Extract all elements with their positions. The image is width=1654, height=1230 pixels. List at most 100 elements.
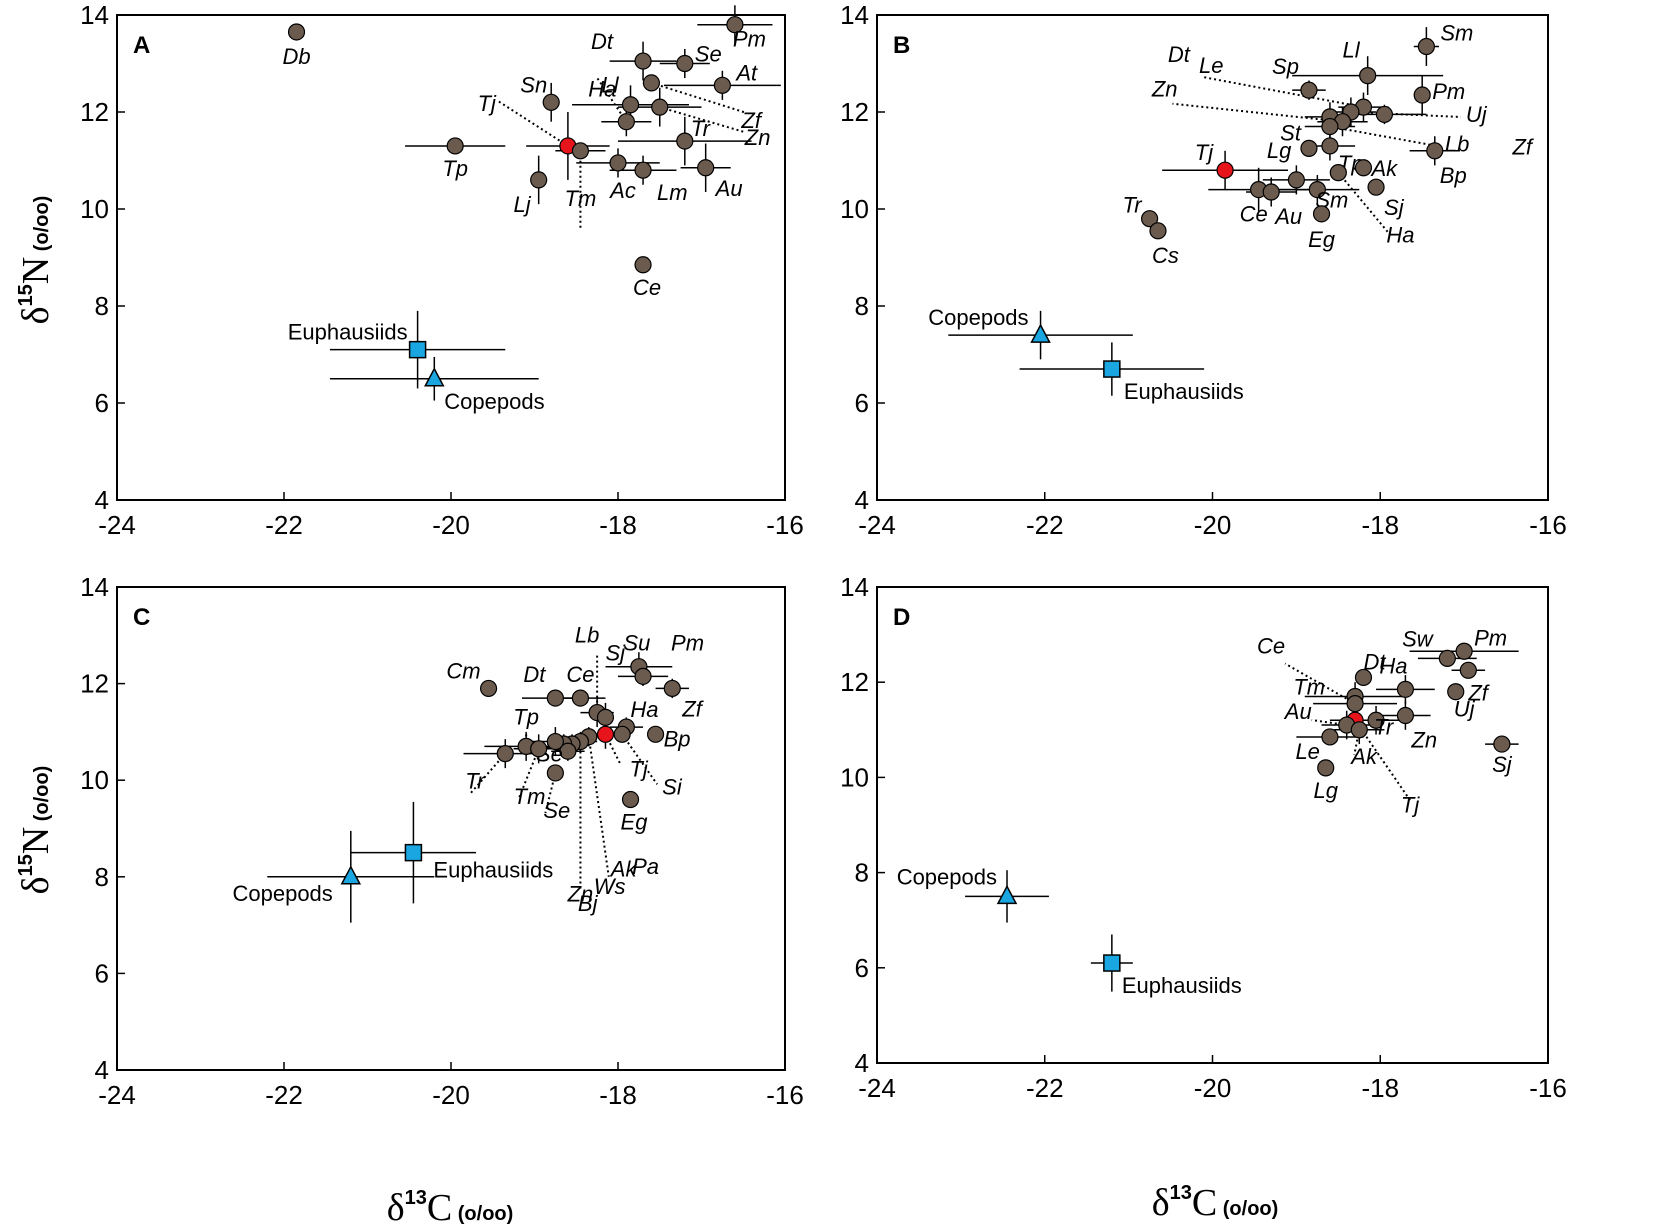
fish-marker (1426, 142, 1444, 160)
fish-marker (1350, 721, 1368, 739)
y-axis-title-top: δ15N (o/oo) (15, 196, 57, 325)
fish-marker (613, 725, 631, 743)
species-label: Au (1273, 204, 1302, 229)
y-tick-label: 6 (95, 958, 109, 988)
species-label: Tp (513, 704, 539, 729)
x-tick-label: -24 (858, 1073, 896, 1103)
fish-marker (1300, 139, 1318, 157)
leader-line (1284, 662, 1356, 705)
y-tick-label: 10 (80, 194, 109, 224)
leader-line (1353, 729, 1361, 755)
species-label: Ll (1343, 38, 1361, 63)
species-label: Zn (567, 882, 594, 907)
x-tick-label: -18 (599, 1080, 637, 1110)
species-label: Ha (1379, 653, 1407, 678)
species-label: Sw (1402, 626, 1435, 651)
fish-marker (1329, 164, 1347, 182)
fish-marker (1396, 706, 1415, 725)
y-axis-title-bottom: δ15N (o/oo) (15, 766, 57, 895)
leader-line (469, 752, 507, 795)
species-label: Sj (1492, 752, 1513, 777)
species-label: Tj (1401, 792, 1420, 817)
euphausiid-marker (404, 843, 423, 862)
fish-marker (1367, 711, 1385, 729)
species-label: Pm (1474, 625, 1507, 650)
fish-marker (1317, 759, 1335, 777)
group-label: Copepods (897, 864, 997, 889)
fish-marker (617, 113, 635, 131)
fish-marker (530, 171, 548, 189)
fish-marker (1308, 181, 1326, 199)
x-tick-label: -18 (1361, 1073, 1399, 1103)
species-label: Ha (630, 697, 658, 722)
fish-marker (1300, 81, 1318, 99)
euphausiid-marker (1103, 360, 1121, 378)
y-tick-label: 12 (80, 669, 109, 699)
fish-marker (1321, 117, 1339, 136)
fish-marker (1359, 67, 1377, 85)
y-tick-label: 8 (95, 862, 109, 892)
fish-marker (542, 93, 560, 111)
y-tick-label: 10 (840, 194, 869, 224)
species-label: Sj (605, 640, 626, 665)
x-axis-title-right: δ13C (o/oo) (1152, 1182, 1279, 1224)
species-label: Ak (1349, 744, 1378, 769)
fish-marker (713, 76, 731, 94)
copepod-marker (340, 865, 362, 885)
y-tick-label: 6 (855, 388, 869, 418)
x-axis-title-left: δ13C (o/oo) (387, 1187, 514, 1229)
group-label: Euphausiids (1124, 379, 1244, 404)
x-tick-label: -24 (98, 510, 136, 540)
fish-marker (651, 98, 669, 116)
species-label: Ha (1386, 223, 1414, 248)
species-label: St (1280, 120, 1302, 145)
species-label: Pa (632, 854, 659, 879)
y-tick-label: 12 (840, 667, 869, 697)
euphausiid-marker (1103, 954, 1121, 972)
fish-marker (1321, 137, 1339, 155)
species-label: Zn (1151, 77, 1178, 102)
species-label: Ll (601, 73, 619, 98)
y-tick-label: 14 (840, 572, 869, 602)
species-label: Le (1199, 53, 1223, 78)
species-label: Bp (1440, 163, 1467, 188)
y-tick-label: 8 (855, 858, 869, 888)
fish-marker (1375, 105, 1394, 124)
fish-marker (1417, 37, 1435, 56)
species-label: Zn (744, 125, 771, 150)
fish-marker (1438, 649, 1456, 668)
species-label: Dt (1363, 649, 1386, 674)
fish-marker (1321, 728, 1339, 746)
panel-B: -24 -22 -20 -18 -16 4 6 8 10 12 14 B Sm Ll Sp Pm Le Zf Dt U… (840, 0, 1567, 540)
panel-A: -24 -22 -20 -18 -16 4 6 8 10 12 14 A Db Pm Dt Se At Sn Ll Z… (80, 0, 804, 540)
species-label: Lj (514, 192, 532, 217)
fish-marker (1413, 86, 1431, 104)
leader-line (595, 76, 628, 123)
y-tick-label: 10 (80, 765, 109, 795)
x-tick-label: -20 (432, 1080, 470, 1110)
y-tick-label: 4 (855, 485, 869, 515)
species-label: Cm (446, 658, 480, 683)
fish-marker (1459, 661, 1477, 679)
copepod-marker (1030, 323, 1051, 343)
species-label: Se (695, 42, 722, 67)
species-label: Ha (588, 77, 616, 102)
copepod-marker (424, 367, 445, 387)
fish-marker (446, 137, 464, 155)
species-label: Tr (1374, 714, 1395, 739)
x-tick-label: -20 (1194, 510, 1232, 540)
fish-marker (621, 96, 640, 114)
species-label: Zn (1410, 728, 1437, 753)
fish-marker (1287, 171, 1305, 189)
species-label: Cs (1152, 243, 1179, 268)
species-label: Lm (657, 180, 688, 205)
fish-marker (646, 725, 665, 743)
x-tick-label: -22 (265, 510, 303, 540)
species-label: Tm (1293, 674, 1325, 699)
species-label: Lb (1445, 132, 1469, 157)
species-label: Tj (629, 756, 648, 781)
species-label: Lg (1267, 138, 1292, 163)
species-label: Si (662, 774, 683, 799)
fish-marker (634, 161, 652, 179)
panel-label: B (893, 32, 910, 59)
